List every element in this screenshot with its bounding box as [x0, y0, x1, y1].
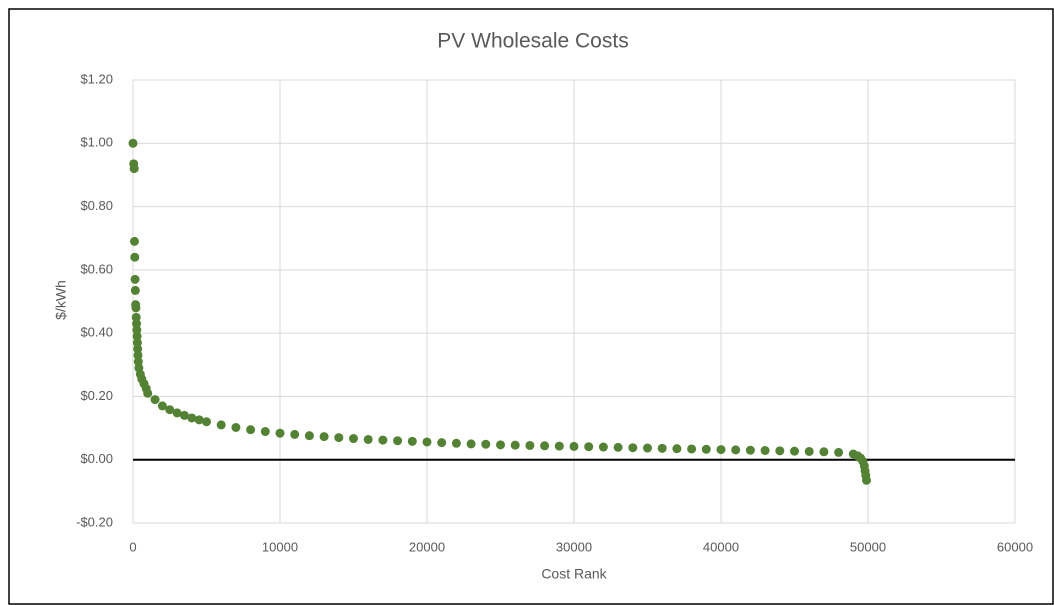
x-tick-label: 0 [129, 539, 136, 554]
point [554, 441, 564, 451]
point [179, 410, 189, 420]
x-tick-label: 50000 [850, 539, 886, 554]
point [422, 437, 432, 447]
point [569, 441, 579, 451]
point [202, 417, 211, 427]
point [290, 429, 300, 439]
point [132, 325, 142, 335]
point [437, 438, 447, 448]
point [132, 331, 142, 341]
point [143, 388, 153, 398]
point [132, 319, 142, 329]
point [128, 138, 138, 148]
point [584, 442, 594, 452]
point [804, 446, 814, 456]
y-tick-label: $0.60 [80, 261, 113, 276]
point [407, 436, 417, 446]
point [819, 447, 829, 457]
point [716, 445, 726, 455]
y-tick-label: $0.80 [80, 198, 113, 213]
point [260, 427, 270, 437]
point [540, 441, 550, 451]
point [525, 440, 535, 450]
point [187, 413, 197, 423]
point [834, 447, 844, 457]
point [378, 435, 388, 445]
point [275, 428, 285, 438]
point [131, 303, 141, 313]
point [657, 443, 667, 453]
y-tick-label: $1.00 [80, 135, 113, 150]
chart-frame [8, 8, 1054, 605]
point [451, 438, 461, 448]
chart-title: PV Wholesale Costs [437, 30, 628, 53]
point [132, 338, 142, 348]
point [466, 439, 476, 449]
point [172, 408, 182, 418]
point [731, 445, 741, 455]
point [687, 444, 697, 454]
point [598, 442, 608, 452]
point [862, 475, 872, 485]
x-tick-label: 30000 [556, 539, 592, 554]
point [133, 350, 143, 360]
point [165, 405, 175, 415]
point [231, 422, 241, 432]
point [701, 444, 711, 454]
point [216, 420, 226, 430]
point [129, 164, 139, 174]
point [194, 415, 204, 425]
point [643, 443, 652, 453]
y-tick-label: -$0.20 [76, 514, 113, 529]
x-tick-label: 20000 [409, 539, 445, 554]
y-tick-label: $1.20 [80, 71, 113, 86]
point [481, 439, 491, 449]
point [790, 446, 799, 456]
point [157, 401, 167, 411]
point [349, 434, 358, 444]
point [334, 433, 344, 443]
y-axis-title: $/kWh [53, 280, 69, 320]
point [672, 444, 682, 454]
y-tick-label: $0.40 [80, 325, 113, 340]
point [150, 395, 160, 405]
point [363, 434, 373, 444]
point [510, 440, 520, 450]
point [130, 252, 140, 262]
y-tick-label: $0.00 [80, 451, 113, 466]
x-axis-title: Cost Rank [541, 566, 607, 582]
point [496, 440, 505, 450]
point [304, 431, 314, 441]
point [745, 445, 755, 455]
point [133, 344, 143, 354]
point [628, 443, 638, 453]
x-tick-label: 40000 [703, 539, 739, 554]
point [319, 432, 329, 442]
point [130, 274, 140, 284]
point [393, 436, 403, 446]
point [613, 442, 623, 452]
x-tick-label: 60000 [997, 539, 1033, 554]
point [760, 446, 770, 456]
point [246, 425, 256, 435]
point [130, 285, 140, 295]
point [131, 312, 141, 322]
x-tick-label: 10000 [262, 539, 298, 554]
point [775, 446, 785, 456]
point [129, 236, 139, 246]
y-tick-label: $0.20 [80, 388, 113, 403]
